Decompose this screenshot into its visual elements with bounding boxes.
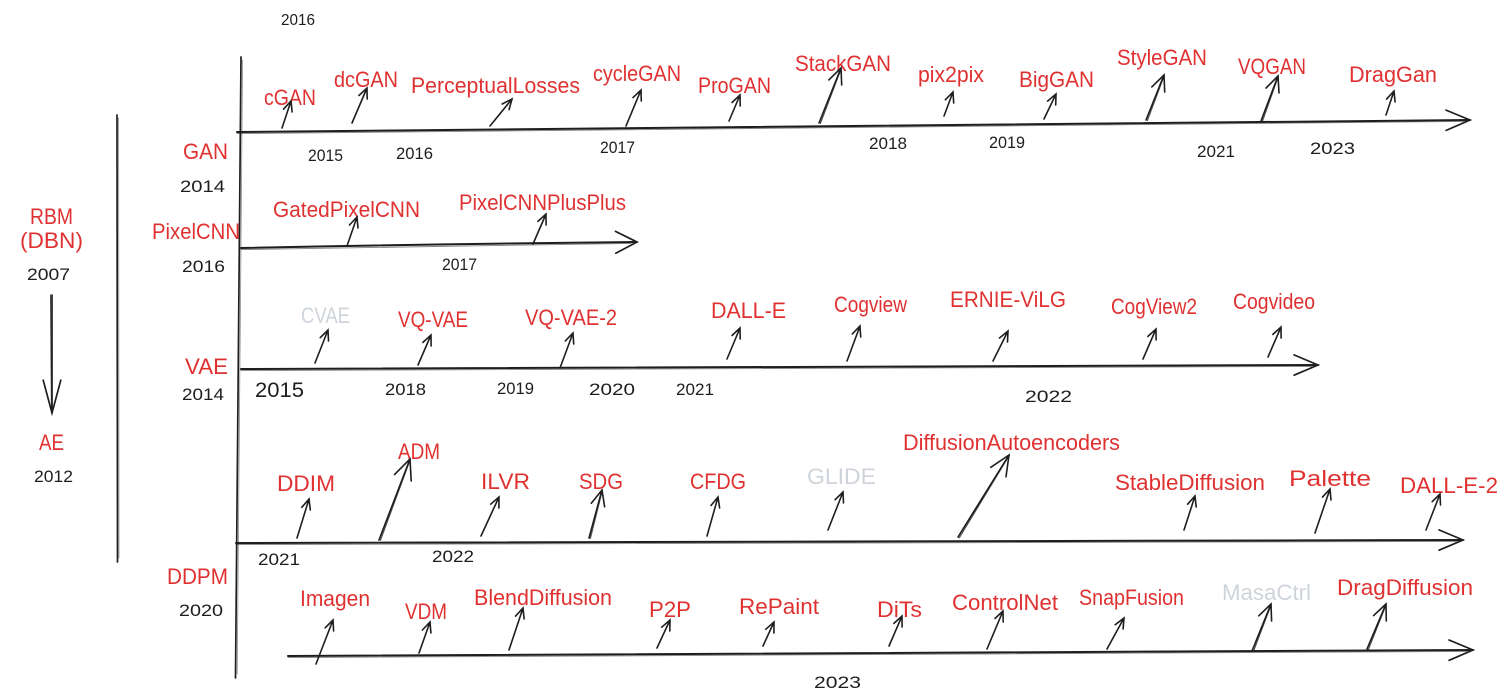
svg-text:SDG: SDG [579,469,623,494]
svg-text:Cogvideo: Cogvideo [1233,289,1315,314]
svg-text:2016: 2016 [281,12,315,29]
svg-text:RePaint: RePaint [739,594,819,619]
svg-text:2007: 2007 [27,265,70,284]
svg-text:2021: 2021 [258,550,300,569]
svg-text:RBM: RBM [30,204,73,229]
svg-text:ILVR: ILVR [481,469,530,494]
svg-text:2017: 2017 [442,255,477,274]
svg-text:BlendDiffusion: BlendDiffusion [474,585,612,610]
svg-text:2021: 2021 [1197,142,1235,161]
svg-text:2023: 2023 [1310,139,1355,158]
svg-text:DragGan: DragGan [1349,62,1437,87]
svg-text:pix2pix: pix2pix [918,62,984,87]
svg-text:VQ-VAE: VQ-VAE [398,307,468,332]
svg-text:DDIM: DDIM [277,471,335,496]
svg-text:VAE: VAE [185,354,228,379]
svg-text:PixelCNN: PixelCNN [152,219,240,244]
svg-text:2019: 2019 [497,379,534,398]
svg-text:2023: 2023 [814,673,861,692]
svg-text:DragDiffusion: DragDiffusion [1337,575,1473,600]
svg-text:2019: 2019 [989,133,1025,152]
svg-text:2020: 2020 [589,380,635,399]
svg-text:VQGAN: VQGAN [1238,54,1306,79]
svg-text:CVAE: CVAE [301,303,350,328]
svg-text:2022: 2022 [1025,387,1072,406]
svg-text:CogView2: CogView2 [1111,294,1197,319]
svg-text:BigGAN: BigGAN [1019,67,1094,92]
svg-text:VDM: VDM [405,599,447,624]
svg-text:cycleGAN: cycleGAN [593,61,681,86]
svg-text:ERNIE-ViLG: ERNIE-ViLG [950,287,1066,312]
svg-text:DALL-E-2: DALL-E-2 [1400,473,1498,498]
svg-text:2015: 2015 [308,146,343,165]
svg-text:PerceptualLosses: PerceptualLosses [411,73,580,98]
svg-text:2016: 2016 [396,144,433,163]
svg-text:VQ-VAE-2: VQ-VAE-2 [525,305,617,330]
svg-text:StackGAN: StackGAN [795,51,891,76]
svg-text:2020: 2020 [179,601,223,620]
svg-text:Imagen: Imagen [300,586,370,611]
svg-text:GatedPixelCNN: GatedPixelCNN [273,197,420,222]
svg-text:2014: 2014 [182,385,224,404]
svg-text:ProGAN: ProGAN [698,73,771,98]
svg-text:CFDG: CFDG [690,469,746,494]
svg-text:2018: 2018 [869,134,907,153]
svg-text:2016: 2016 [182,257,225,276]
svg-text:DALL-E: DALL-E [711,298,786,323]
svg-text:2015: 2015 [255,379,304,402]
svg-text:(DBN): (DBN) [20,228,83,253]
svg-text:ADM: ADM [398,439,440,464]
svg-text:2012: 2012 [34,467,73,486]
svg-text:MasaCtrl: MasaCtrl [1222,580,1311,605]
svg-text:2018: 2018 [385,380,426,399]
svg-text:StableDiffusion: StableDiffusion [1115,470,1265,495]
svg-text:AE: AE [39,430,64,455]
svg-text:Palette: Palette [1289,466,1371,491]
svg-text:SnapFusion: SnapFusion [1079,585,1184,610]
svg-text:GAN: GAN [183,139,228,164]
svg-text:2021: 2021 [676,380,714,399]
svg-text:2014: 2014 [180,177,225,196]
svg-text:2022: 2022 [432,547,474,566]
svg-text:P2P: P2P [649,597,691,622]
svg-text:StyleGAN: StyleGAN [1117,45,1207,70]
svg-text:GLIDE: GLIDE [807,464,876,489]
svg-text:dcGAN: dcGAN [334,67,398,92]
svg-text:PixelCNNPlusPlus: PixelCNNPlusPlus [459,190,626,215]
svg-text:2017: 2017 [600,138,635,157]
svg-text:DiffusionAutoencoders: DiffusionAutoencoders [903,430,1120,455]
svg-text:ControlNet: ControlNet [952,590,1058,615]
svg-text:Cogview: Cogview [834,292,907,317]
svg-text:DDPM: DDPM [167,564,228,589]
